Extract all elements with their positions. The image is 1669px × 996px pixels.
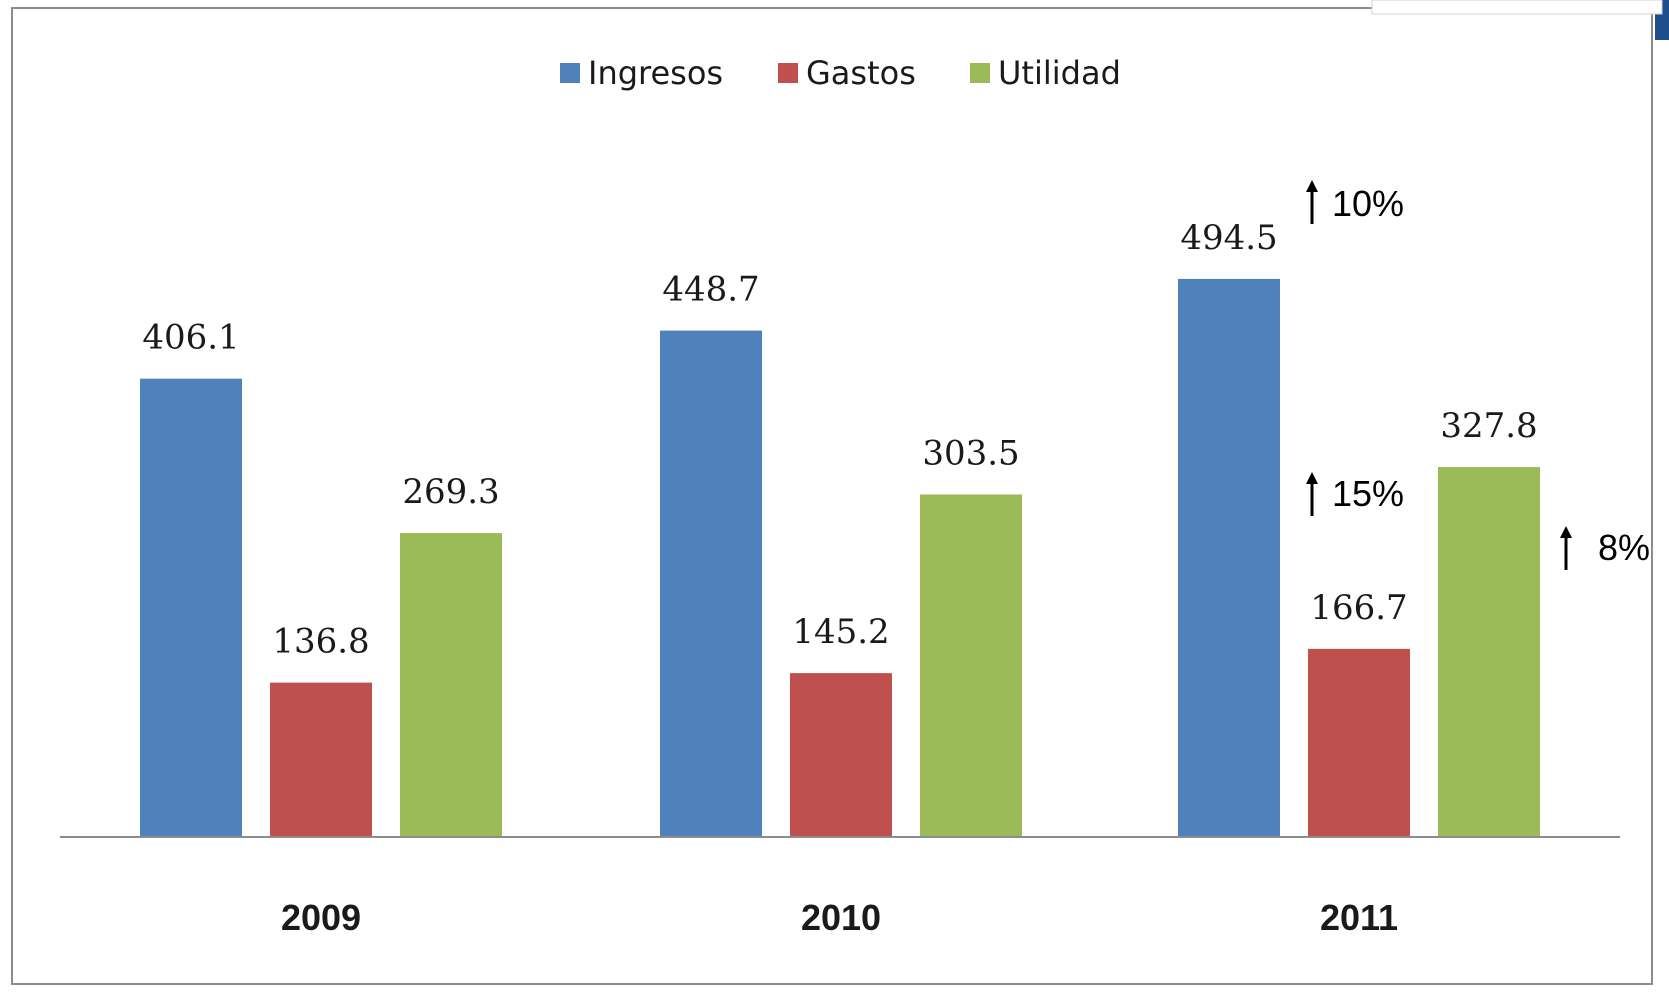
legend: Ingresos Gastos Utilidad	[560, 54, 1121, 92]
legend-swatch-gastos	[778, 63, 798, 83]
annotation-utilidad: 8%	[1598, 527, 1650, 568]
value-label-utilidad-2011: 327.8	[1440, 406, 1537, 446]
bar-gastos-2009	[270, 683, 372, 837]
annotation-gastos: 15%	[1332, 473, 1404, 514]
value-label-gastos-2010: 145.2	[792, 612, 889, 652]
value-label-gastos-2009: 136.8	[272, 622, 369, 662]
value-label-ingresos-2011: 494.5	[1180, 218, 1277, 258]
value-label-gastos-2011: 166.7	[1310, 588, 1407, 628]
bar-utilidad-2009	[400, 533, 502, 837]
bar-utilidad-2010	[920, 494, 1022, 837]
bar-ingresos-2011	[1178, 279, 1280, 837]
value-label-utilidad-2010: 303.5	[922, 433, 1019, 473]
bar-utilidad-2011	[1438, 467, 1540, 837]
category-label-2010: 2010	[801, 897, 881, 938]
bar-ingresos-2009	[140, 379, 242, 837]
legend-swatch-ingresos	[560, 63, 580, 83]
legend-label-ingresos: Ingresos	[588, 54, 723, 92]
category-label-2011: 2011	[1320, 897, 1398, 938]
bar-gastos-2010	[790, 673, 892, 837]
legend-label-utilidad: Utilidad	[998, 54, 1121, 92]
value-label-utilidad-2009: 269.3	[402, 472, 499, 512]
bar-ingresos-2010	[660, 331, 762, 837]
bar-gastos-2011	[1308, 649, 1410, 837]
category-label-2009: 2009	[281, 897, 361, 938]
value-label-ingresos-2009: 406.1	[142, 318, 239, 358]
annotation-ingresos: 10%	[1332, 183, 1404, 224]
slide-corner-white-tab	[1372, 0, 1662, 14]
legend-label-gastos: Gastos	[806, 54, 916, 92]
value-label-ingresos-2010: 448.7	[662, 270, 759, 310]
legend-swatch-utilidad	[970, 63, 990, 83]
